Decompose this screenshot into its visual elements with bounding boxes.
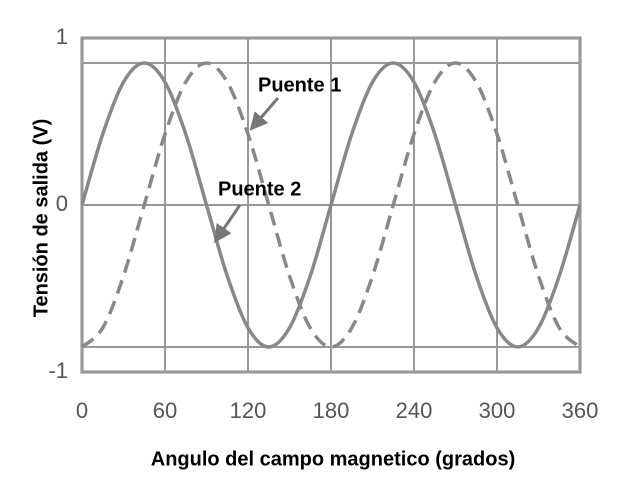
x-tick-label: 120 bbox=[230, 398, 267, 423]
x-tick-label: 0 bbox=[76, 398, 88, 423]
series-line bbox=[80, 61, 582, 349]
series-line bbox=[80, 61, 582, 349]
annotation-arrow bbox=[249, 97, 280, 131]
y-tick-label: -1 bbox=[48, 358, 68, 383]
annotation-arrow bbox=[213, 204, 242, 243]
y-axis-label: Tensión de salida (V) bbox=[30, 119, 52, 318]
x-tick-label: 240 bbox=[396, 398, 433, 423]
x-tick-label: 60 bbox=[153, 398, 177, 423]
annotation: Puente 1 bbox=[258, 74, 341, 96]
x-tick-label: 180 bbox=[313, 398, 350, 423]
y-tick-label: 0 bbox=[56, 191, 68, 216]
annotation: Puente 2 bbox=[218, 178, 301, 200]
y-tick-label: 1 bbox=[56, 24, 68, 49]
x-axis-label: Angulo del campo magnetico (grados) bbox=[151, 448, 515, 470]
x-tick-label: 300 bbox=[479, 398, 516, 423]
x-tick-label: 360 bbox=[562, 398, 599, 423]
